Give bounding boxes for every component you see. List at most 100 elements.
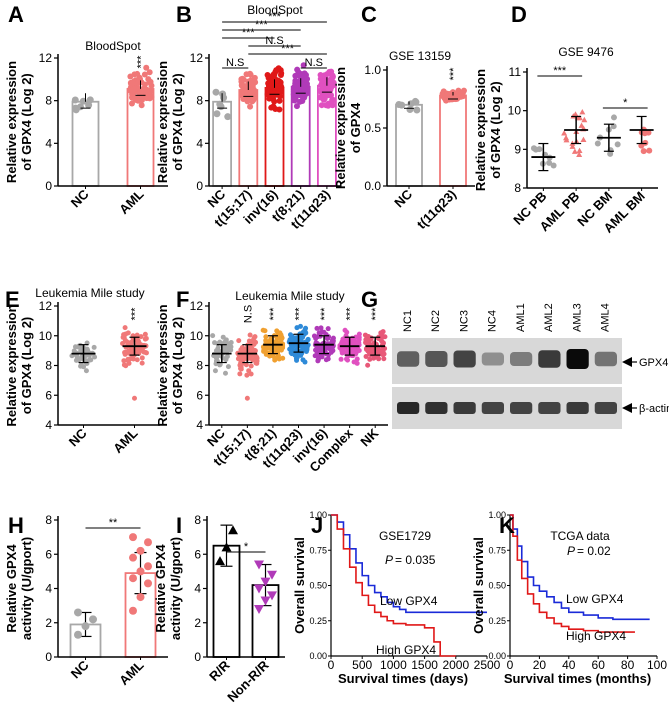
chart-title: Leukemia Mile study (35, 286, 144, 300)
data-point (143, 64, 150, 71)
data-point (260, 596, 271, 606)
y-tick-label: 4 (194, 582, 201, 596)
arrow-icon (622, 403, 632, 413)
data-point (134, 332, 140, 338)
data-point (295, 69, 302, 76)
data-point (139, 355, 145, 361)
x-axis-label: Survival times (days) (338, 671, 468, 686)
y-tick-label: 6 (194, 547, 201, 561)
data-point (276, 82, 283, 89)
significance-label: *** (294, 307, 306, 321)
panel-f: Leukemia Mile study 4 6 8 10 12 Relative expre… (155, 289, 388, 475)
y-tick-label: 8 (196, 94, 203, 108)
data-point (246, 338, 252, 344)
data-point (594, 140, 601, 147)
data-point (579, 108, 586, 115)
y-tick-label: 4 (45, 418, 52, 432)
panel-label-j: J (311, 513, 323, 538)
significance-label: *** (242, 27, 256, 39)
data-point (276, 356, 282, 362)
data-point (147, 94, 154, 101)
data-point (74, 608, 82, 617)
data-point (349, 335, 355, 341)
p-value-symbol: P (567, 544, 575, 558)
category-label: NC (66, 425, 90, 449)
y-tick-label: 12 (190, 299, 204, 313)
data-point (146, 69, 153, 76)
data-point (341, 349, 347, 355)
data-point (273, 67, 280, 74)
data-point (314, 325, 320, 331)
data-point (460, 89, 467, 96)
x-tick-label: 60 (592, 658, 606, 672)
x-tick-label: 1000 (380, 658, 407, 672)
data-point (581, 116, 588, 123)
panel-label-a: A (8, 2, 24, 27)
data-point (248, 363, 254, 369)
bar (71, 100, 100, 187)
data-point (262, 346, 268, 352)
data-point (142, 331, 148, 337)
panel-label-k: K (499, 513, 515, 538)
significance-label: *** (345, 307, 357, 321)
data-point (268, 82, 275, 89)
data-point (303, 348, 309, 354)
y-axis-label: of GPX4 (Log 2) (19, 73, 34, 171)
data-point (278, 332, 284, 338)
y-axis-label: Relative expression (473, 69, 488, 191)
data-point (640, 148, 647, 155)
data-point (268, 92, 275, 99)
data-point (212, 88, 220, 96)
y-tick-label: 0.00 (488, 651, 506, 661)
data-point (254, 584, 264, 594)
data-point (313, 347, 319, 353)
data-point (213, 110, 221, 118)
blot-band (594, 402, 617, 414)
panel-label-c: C (361, 2, 377, 27)
panel-d: GSE 9476 8 9 10 11 Relative expression of GPX4… (473, 45, 658, 236)
y-axis-label: activity (U/gport) (168, 537, 183, 640)
data-point (240, 76, 247, 83)
data-point (89, 615, 97, 624)
chart-title: GSE 9476 (558, 45, 614, 59)
data-point (132, 85, 139, 92)
data-point (223, 356, 229, 362)
data-point (86, 357, 92, 363)
data-point (136, 546, 145, 555)
lane-label: AML1 (515, 303, 527, 332)
data-point (382, 334, 388, 340)
data-point (329, 102, 336, 109)
y-tick-label: 0 (45, 179, 52, 193)
y-tick-label: 6 (196, 388, 203, 402)
data-point (323, 357, 329, 363)
x-tick-label: 2500 (474, 658, 501, 672)
data-point (251, 94, 258, 101)
data-point (129, 553, 137, 562)
data-point (263, 334, 269, 340)
data-point (366, 338, 372, 344)
data-point (144, 562, 152, 571)
p-value: = 0.035 (395, 553, 436, 567)
y-tick-label: 10 (39, 329, 53, 343)
data-point (262, 328, 268, 334)
panel-label-b: B (176, 2, 192, 27)
survival-curve-low (331, 514, 487, 614)
data-point (122, 325, 128, 331)
data-point (287, 346, 293, 352)
data-point (319, 82, 326, 89)
data-point (74, 353, 80, 359)
blot-band (510, 352, 533, 366)
blot-band (566, 349, 589, 369)
data-point (369, 349, 375, 355)
data-point (263, 339, 269, 345)
y-tick-label: 4 (196, 136, 203, 150)
data-point (267, 353, 273, 359)
significance-label: N.S (305, 57, 323, 69)
data-point (270, 103, 277, 110)
y-tick-label: 4 (45, 136, 52, 150)
data-point (123, 363, 129, 369)
y-tick-label: 1.00 (309, 510, 327, 520)
y-tick-label: 8 (194, 513, 201, 527)
